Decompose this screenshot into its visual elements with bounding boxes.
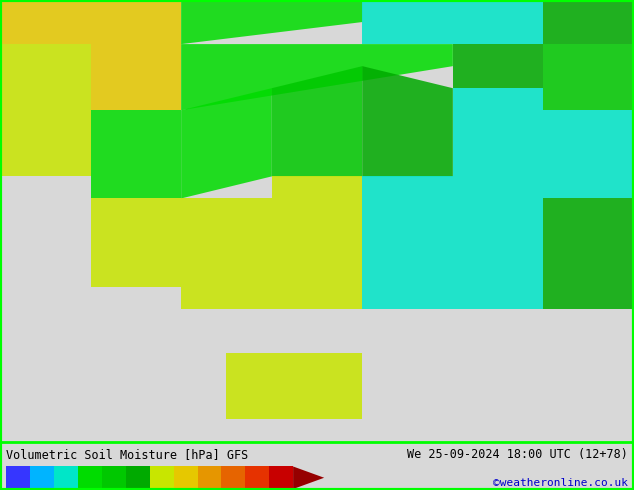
FancyBboxPatch shape [78,466,102,489]
Polygon shape [181,88,272,198]
Polygon shape [181,198,272,309]
FancyBboxPatch shape [198,466,221,489]
Polygon shape [91,110,181,198]
FancyBboxPatch shape [245,466,269,489]
Polygon shape [181,44,317,110]
Polygon shape [362,66,453,176]
Polygon shape [543,44,634,110]
Polygon shape [0,110,91,176]
Polygon shape [543,198,634,309]
Text: We 25-09-2024 18:00 UTC (12+78): We 25-09-2024 18:00 UTC (12+78) [407,448,628,462]
Polygon shape [362,176,453,309]
FancyBboxPatch shape [126,466,150,489]
Polygon shape [91,44,181,110]
Polygon shape [543,110,634,198]
Polygon shape [453,88,543,198]
FancyBboxPatch shape [30,466,54,489]
Text: Volumetric Soil Moisture [hPa] GFS: Volumetric Soil Moisture [hPa] GFS [6,448,249,462]
FancyBboxPatch shape [102,466,126,489]
Polygon shape [293,466,324,489]
Polygon shape [91,198,181,287]
Polygon shape [272,176,362,309]
FancyBboxPatch shape [54,466,78,489]
FancyBboxPatch shape [269,466,293,489]
FancyBboxPatch shape [150,466,174,489]
Polygon shape [453,198,543,309]
Polygon shape [181,0,362,44]
FancyBboxPatch shape [221,466,245,489]
Polygon shape [0,44,91,110]
FancyBboxPatch shape [174,466,198,489]
Polygon shape [317,44,453,88]
Polygon shape [543,0,634,44]
Polygon shape [0,0,181,44]
Polygon shape [272,66,362,176]
Polygon shape [226,353,362,419]
Polygon shape [362,0,543,44]
Text: ©weatheronline.co.uk: ©weatheronline.co.uk [493,478,628,488]
Polygon shape [453,44,543,88]
FancyBboxPatch shape [6,466,30,489]
